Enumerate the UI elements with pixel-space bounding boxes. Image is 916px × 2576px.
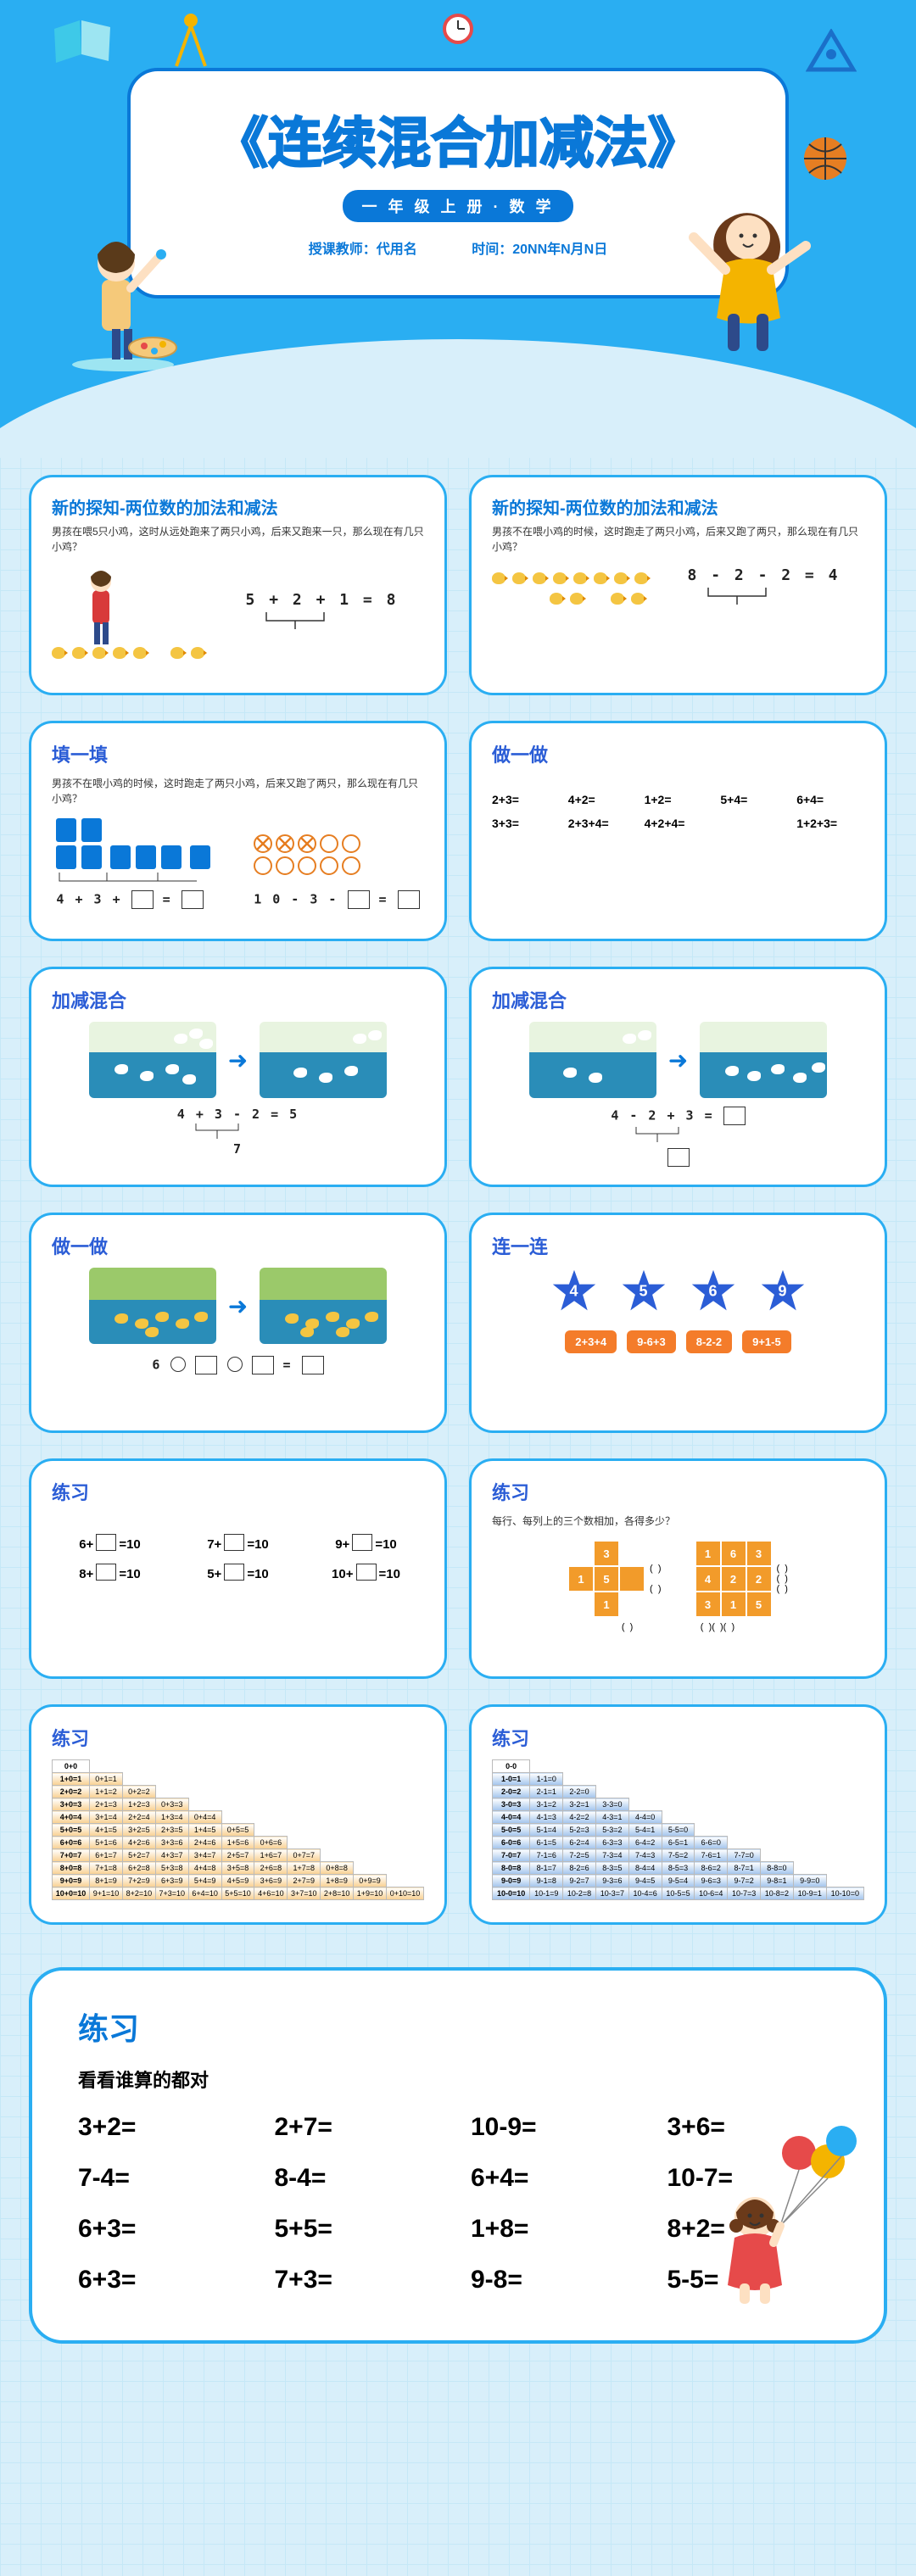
equation: 4 + 3 - 2 = 5 (52, 1107, 424, 1122)
expr-pill: 8-2-2 (686, 1330, 732, 1353)
meta-line: 授课教师：代用名 时间：20NN年N月N日 (156, 237, 760, 258)
eq-bracket-icon (628, 1125, 729, 1144)
equation-sub (492, 1148, 864, 1162)
painter-kid-icon (59, 212, 187, 373)
circles-icon: 1 0 - 3 - = (254, 834, 419, 909)
eq-bracket-icon (254, 609, 390, 631)
teacher-label: 授课教师：代用名 (309, 243, 417, 257)
clock-icon (441, 12, 475, 46)
practice-grid: 2+3=4+2=1+2=5+4=6+4= 3+3=2+3+4=4+2+4=1+2… (492, 793, 864, 830)
nine-grid-icon: 163 422 315 (695, 1541, 772, 1617)
final-sub: 看看谁算的都对 (78, 2066, 838, 2093)
slide-add-table: 练习 0+01+0=10+1=12+0=21+1=20+2=23+0=32+1=… (29, 1704, 447, 1925)
arrow-right-icon: ➜ (228, 1292, 248, 1320)
equation: 8 - 2 - 2 = 4 (663, 566, 864, 584)
slide-explore-sub: 新的探知-两位数的加法和减法 男孩不在喂小鸡的时候，这时跑走了两只小鸡，后来又跑… (469, 475, 887, 695)
slide-explore-add: 新的探知-两位数的加法和减法 男孩在喂5只小鸡，这时从远处跑来了两只小鸡，后来又… (29, 475, 447, 695)
slide-ducks: 做一做 ➜ 6 = (29, 1213, 447, 1433)
addition-table: 0+01+0=10+1=12+0=21+1=20+2=23+0=32+1=31+… (52, 1759, 424, 1900)
slide-connect: 连一连 4 5 6 9 2+3+4 9-6+3 8-2-2 9+1-5 (469, 1213, 887, 1433)
slide-sub: 每行、每列上的三个数相加，各得多少？ (492, 1514, 864, 1529)
arrow-right-icon: ➜ (228, 1046, 248, 1074)
slide-fill-ten: 练习 6+=10 7+=10 9+=10 8+=10 5+=10 10+=10 (29, 1458, 447, 1679)
slide-mixed-2: 加减混合 ➜ 4 - 2 + 3 = (469, 967, 887, 1187)
slide-title: 做一做 (52, 1232, 424, 1259)
subtraction-table: 0-01-0=11-1=02-0=22-1=12-2=03-0=33-1=23-… (492, 1759, 864, 1900)
eq-bracket-icon (187, 1122, 289, 1140)
chicks-icon (492, 572, 648, 605)
slide-title: 新的探知-两位数的加法和减法 (52, 494, 424, 519)
subtitle-badge: 一 年 级 上 册 · 数 学 (343, 190, 572, 222)
pill-row: 2+3+4 9-6+3 8-2-2 9+1-5 (492, 1330, 864, 1353)
main-title: 《连续混合加减法》 (156, 100, 760, 178)
slide-text: 男孩在喂5只小鸡，这时从远处跑来了两只小鸡，后来又跑来一只，那么现在有几只小鸡？ (52, 524, 424, 555)
pond-pair-icon: ➜ (492, 1022, 864, 1098)
slide-title: 加减混合 (52, 986, 424, 1013)
slide-title: 练习 (52, 1478, 424, 1505)
blocks-icon: 4 + 3 + = (56, 818, 210, 909)
slide-title: 加减混合 (492, 986, 864, 1013)
equation: 6 = (52, 1356, 424, 1374)
slide-title: 连一连 (492, 1232, 864, 1259)
time-label: 时间：20NN年N月N日 (472, 243, 607, 257)
slide-title: 练习 (492, 1724, 864, 1751)
compass-icon (170, 12, 212, 71)
expr-pill: 9+1-5 (742, 1330, 791, 1353)
pond-pair-icon: ➜ (52, 1022, 424, 1098)
slide-title: 做一做 (492, 740, 864, 767)
balloon-girl-icon (714, 2124, 858, 2315)
slide-cross-puzzle: 练习 每行、每列上的三个数相加，各得多少？ 3 15 1 ( )( ) 163 … (469, 1458, 887, 1679)
expr-pill: 2+3+4 (565, 1330, 617, 1353)
star-row: 4 5 6 9 (492, 1268, 864, 1315)
slide-mixed-1: 加减混合 ➜ 4 + 3 - 2 = 5 7 (29, 967, 447, 1187)
slide-title: 新的探知-两位数的加法和减法 (492, 494, 864, 519)
slide-practice-1: 做一做 2+3=4+2=1+2=5+4=6+4= 3+3=2+3+4=4+2+4… (469, 721, 887, 941)
eq-bracket-icon (696, 584, 832, 606)
duck-pair-icon: ➜ (52, 1268, 424, 1344)
slide-title: 填一填 (52, 740, 424, 767)
slide-text: 男孩不在喂小鸡的时候，这时跑走了两只小鸡，后来又跑了两只，那么现在有几只小鸡？ (52, 776, 424, 806)
header-banner: 《连续混合加减法》 一 年 级 上 册 · 数 学 授课教师：代用名 时间：20… (0, 0, 916, 458)
book-icon (51, 20, 114, 71)
slides-grid: 新的探知-两位数的加法和减法 男孩在喂5只小鸡，这时从远处跑来了两只小鸡，后来又… (0, 458, 916, 1942)
star-icon: 9 (759, 1268, 807, 1315)
star-icon: 6 (690, 1268, 737, 1315)
equation: 4 + 3 + = (56, 890, 210, 909)
equation: 4 - 2 + 3 = (492, 1107, 864, 1125)
slide-fill: 填一填 男孩不在喂小鸡的时候，这时跑走了两只小鸡，后来又跑了两只，那么现在有几只… (29, 721, 447, 941)
triangle-icon (806, 29, 857, 75)
fill-grid: 6+=10 7+=10 9+=10 8+=10 5+=10 10+=10 (52, 1534, 424, 1581)
equation: 1 0 - 3 - = (254, 890, 419, 909)
jumping-girl-icon (679, 178, 823, 365)
slide-title: 练习 (52, 1724, 424, 1751)
star-icon: 4 (550, 1268, 598, 1315)
slide-text: 男孩不在喂小鸡的时候，这时跑走了两只小鸡，后来又跑了两只，那么现在有几只小鸡？ (492, 524, 864, 555)
final-slide: 练习 看看谁算的都对 3+2=2+7=10-9=3+6= 7-4=8-4=6+4… (29, 1967, 887, 2344)
star-icon: 5 (620, 1268, 667, 1315)
final-title: 练习 (78, 2004, 838, 2049)
cross-grid-icon: 3 15 1 (568, 1541, 645, 1617)
slide-sub-table: 练习 0-01-0=11-1=02-0=22-1=12-2=03-0=33-1=… (469, 1704, 887, 1925)
equation-sub: 7 (52, 1141, 424, 1157)
expr-pill: 9-6+3 (627, 1330, 676, 1353)
arrow-right-icon: ➜ (668, 1046, 688, 1074)
basketball-icon (802, 136, 848, 181)
equation: 5 + 2 + 1 = 8 (220, 591, 424, 609)
slide-title: 练习 (492, 1478, 864, 1505)
boy-chicks-icon (52, 566, 204, 659)
